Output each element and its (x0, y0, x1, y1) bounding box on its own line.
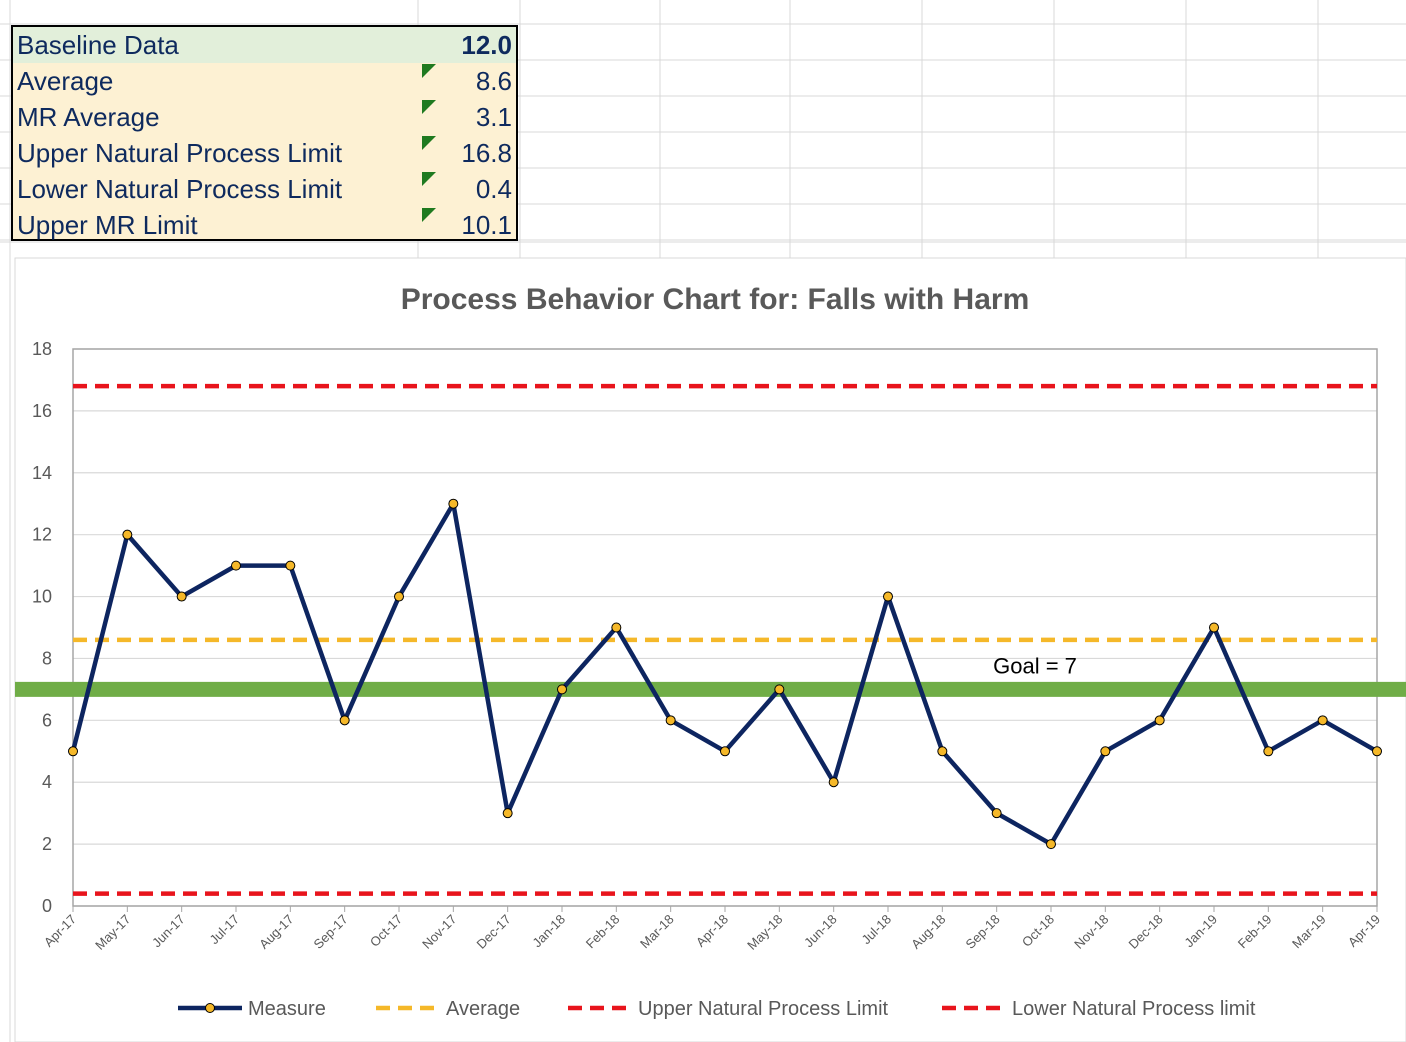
legend-marker (205, 1003, 215, 1013)
measure-point (448, 498, 459, 509)
chart-title: Process Behavior Chart for: Falls with H… (401, 283, 1030, 316)
measure-point (611, 622, 622, 633)
legend-label: Lower Natural Process limit (1012, 998, 1256, 1020)
measure-point (774, 684, 785, 695)
upper-mr-limit-value: 10.1 (461, 210, 512, 240)
average-row[interactable]: Average 8.6 (13, 63, 516, 99)
upper-mr-limit-row[interactable]: Upper MR Limit 10.1 (13, 207, 516, 243)
baseline-value: 12.0 (461, 30, 512, 60)
measure-point (828, 777, 839, 788)
mr-average-value: 3.1 (475, 102, 512, 132)
y-tick-label: 12 (32, 525, 52, 545)
upper-limit-label: Upper Natural Process Limit (17, 138, 343, 168)
measure-point (937, 746, 948, 757)
measure-point (1100, 746, 1111, 757)
y-tick-label: 6 (42, 710, 52, 730)
formula-flag-icon (422, 100, 436, 114)
y-tick-label: 14 (32, 463, 52, 483)
measure-point (1317, 715, 1328, 726)
legend-label: Average (446, 998, 520, 1020)
measure-point (502, 808, 513, 819)
measure-point (1372, 746, 1382, 757)
formula-flag-icon (422, 208, 436, 222)
legend-label: Measure (248, 998, 326, 1020)
lower-limit-label: Lower Natural Process Limit (17, 174, 343, 204)
measure-point (231, 560, 241, 571)
upper-limit-row[interactable]: Upper Natural Process Limit 16.8 (13, 135, 516, 171)
measure-point (1046, 839, 1056, 850)
baseline-row[interactable]: Baseline Data 12.0 (13, 27, 516, 63)
y-tick-label: 16 (32, 401, 52, 421)
measure-point (1209, 622, 1219, 633)
y-tick-label: 18 (32, 339, 52, 359)
measure-point (557, 684, 567, 695)
baseline-label: Baseline Data (17, 30, 179, 60)
y-tick-label: 2 (42, 834, 52, 854)
y-tick-label: 4 (42, 772, 52, 792)
measure-point (665, 715, 676, 726)
measure-point (991, 808, 1002, 819)
formula-flag-icon (422, 64, 436, 78)
measure-point (285, 560, 296, 571)
average-label: Average (17, 66, 114, 96)
chart-area (14, 257, 1406, 1042)
goal-label: Goal = 7 (993, 653, 1077, 678)
y-tick-label: 0 (42, 896, 52, 916)
measure-point (394, 591, 404, 602)
measure-point (176, 591, 187, 602)
formula-flag-icon (422, 172, 436, 186)
lower-limit-row[interactable]: Lower Natural Process Limit 0.4 (13, 171, 516, 207)
upper-mr-limit-label: Upper MR Limit (17, 210, 198, 240)
measure-point (68, 746, 78, 757)
legend-label: Upper Natural Process Limit (638, 998, 889, 1020)
measure-point (1263, 746, 1274, 757)
y-tick-label: 10 (32, 587, 52, 607)
formula-flag-icon (422, 136, 436, 150)
summary-table: Baseline Data 12.0 Average 8.6 MR Averag… (11, 25, 518, 241)
measure-point (720, 746, 730, 757)
upper-limit-value: 16.8 (461, 138, 512, 168)
mr-average-row[interactable]: MR Average 3.1 (13, 99, 516, 135)
mr-average-label: MR Average (17, 102, 160, 132)
measure-point (339, 715, 350, 726)
y-tick-label: 8 (42, 648, 52, 668)
average-value: 8.6 (475, 66, 512, 96)
lower-limit-value: 0.4 (475, 174, 512, 204)
measure-point (122, 529, 133, 540)
measure-point (1154, 715, 1165, 726)
measure-point (883, 591, 893, 602)
